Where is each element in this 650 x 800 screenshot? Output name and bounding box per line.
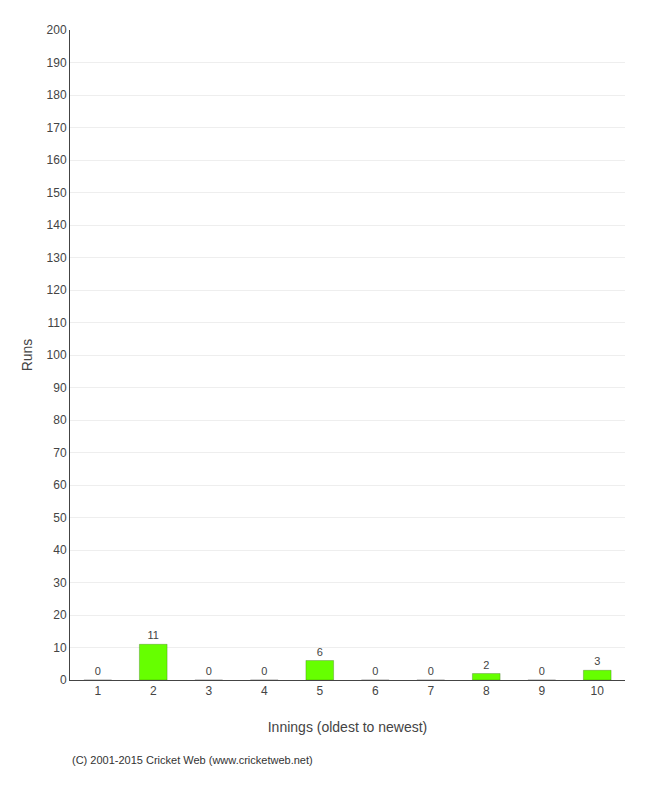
svg-text:40: 40 <box>53 543 67 557</box>
svg-text:10: 10 <box>53 641 67 655</box>
svg-text:2: 2 <box>150 684 157 698</box>
svg-text:200: 200 <box>47 23 67 37</box>
svg-text:170: 170 <box>47 121 67 135</box>
svg-text:70: 70 <box>53 446 67 460</box>
svg-text:130: 130 <box>47 251 67 265</box>
svg-text:10: 10 <box>591 684 605 698</box>
svg-text:1: 1 <box>94 684 101 698</box>
svg-text:100: 100 <box>47 348 67 362</box>
svg-text:3: 3 <box>594 655 600 667</box>
svg-text:0: 0 <box>95 665 101 677</box>
svg-text:0: 0 <box>261 665 267 677</box>
svg-text:11: 11 <box>148 629 159 641</box>
svg-text:8: 8 <box>483 684 490 698</box>
svg-text:(C) 2001-2015 Cricket Web (www: (C) 2001-2015 Cricket Web (www.cricketwe… <box>72 754 313 766</box>
svg-text:0: 0 <box>539 665 545 677</box>
svg-text:2: 2 <box>483 659 489 671</box>
svg-text:190: 190 <box>47 56 67 70</box>
svg-text:9: 9 <box>538 684 545 698</box>
svg-text:20: 20 <box>53 608 67 622</box>
svg-text:0: 0 <box>372 665 378 677</box>
svg-text:7: 7 <box>427 684 434 698</box>
svg-text:50: 50 <box>53 511 67 525</box>
svg-text:5: 5 <box>316 684 323 698</box>
svg-text:3: 3 <box>205 684 212 698</box>
svg-text:80: 80 <box>53 413 67 427</box>
svg-text:6: 6 <box>317 646 323 658</box>
svg-text:4: 4 <box>261 684 268 698</box>
svg-text:Innings (oldest to newest): Innings (oldest to newest) <box>268 719 428 735</box>
svg-text:160: 160 <box>47 153 67 167</box>
svg-text:0: 0 <box>206 665 212 677</box>
svg-text:150: 150 <box>47 186 67 200</box>
svg-text:60: 60 <box>53 478 67 492</box>
svg-text:30: 30 <box>53 576 67 590</box>
svg-text:Runs: Runs <box>19 339 35 372</box>
svg-text:180: 180 <box>47 88 67 102</box>
svg-text:140: 140 <box>47 218 67 232</box>
svg-text:0: 0 <box>60 673 67 687</box>
svg-text:90: 90 <box>53 381 67 395</box>
svg-text:120: 120 <box>47 283 67 297</box>
svg-text:0: 0 <box>428 665 434 677</box>
svg-text:110: 110 <box>47 316 66 330</box>
svg-text:6: 6 <box>372 684 379 698</box>
